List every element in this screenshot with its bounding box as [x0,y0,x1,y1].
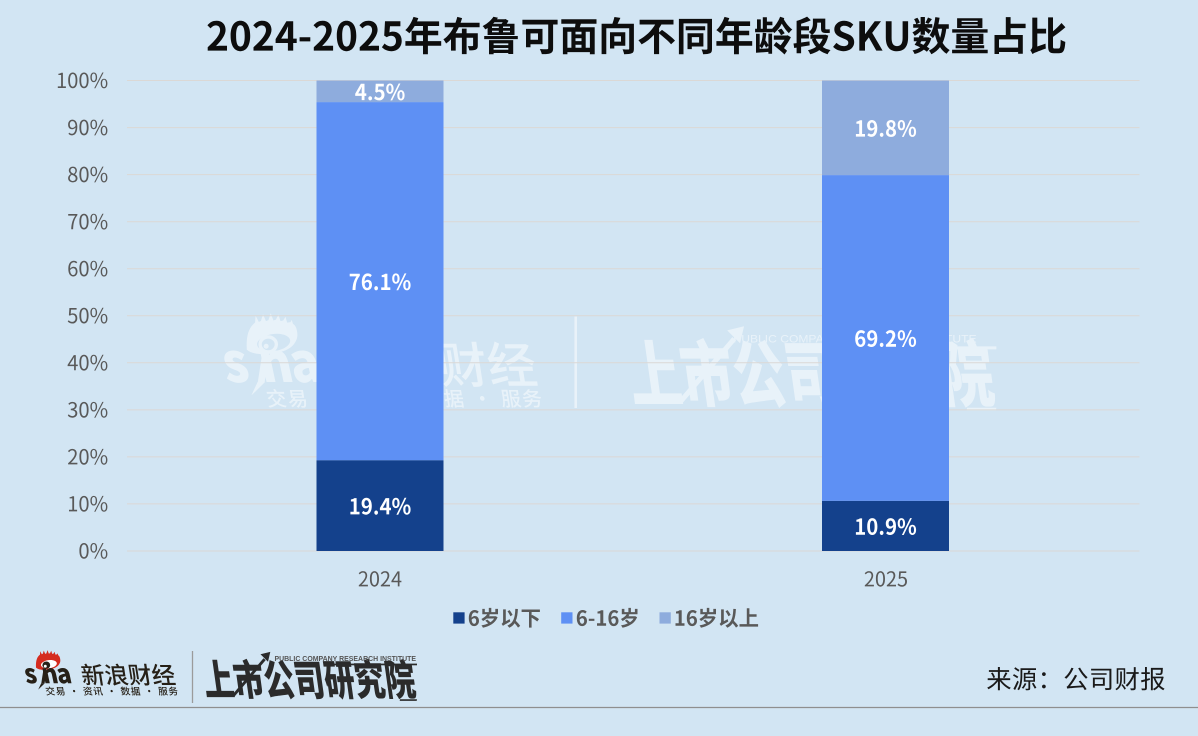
svg-text:PUBLIC COMPANY RESEARCH INSTIT: PUBLIC COMPANY RESEARCH INSTITUTE [275,656,417,663]
